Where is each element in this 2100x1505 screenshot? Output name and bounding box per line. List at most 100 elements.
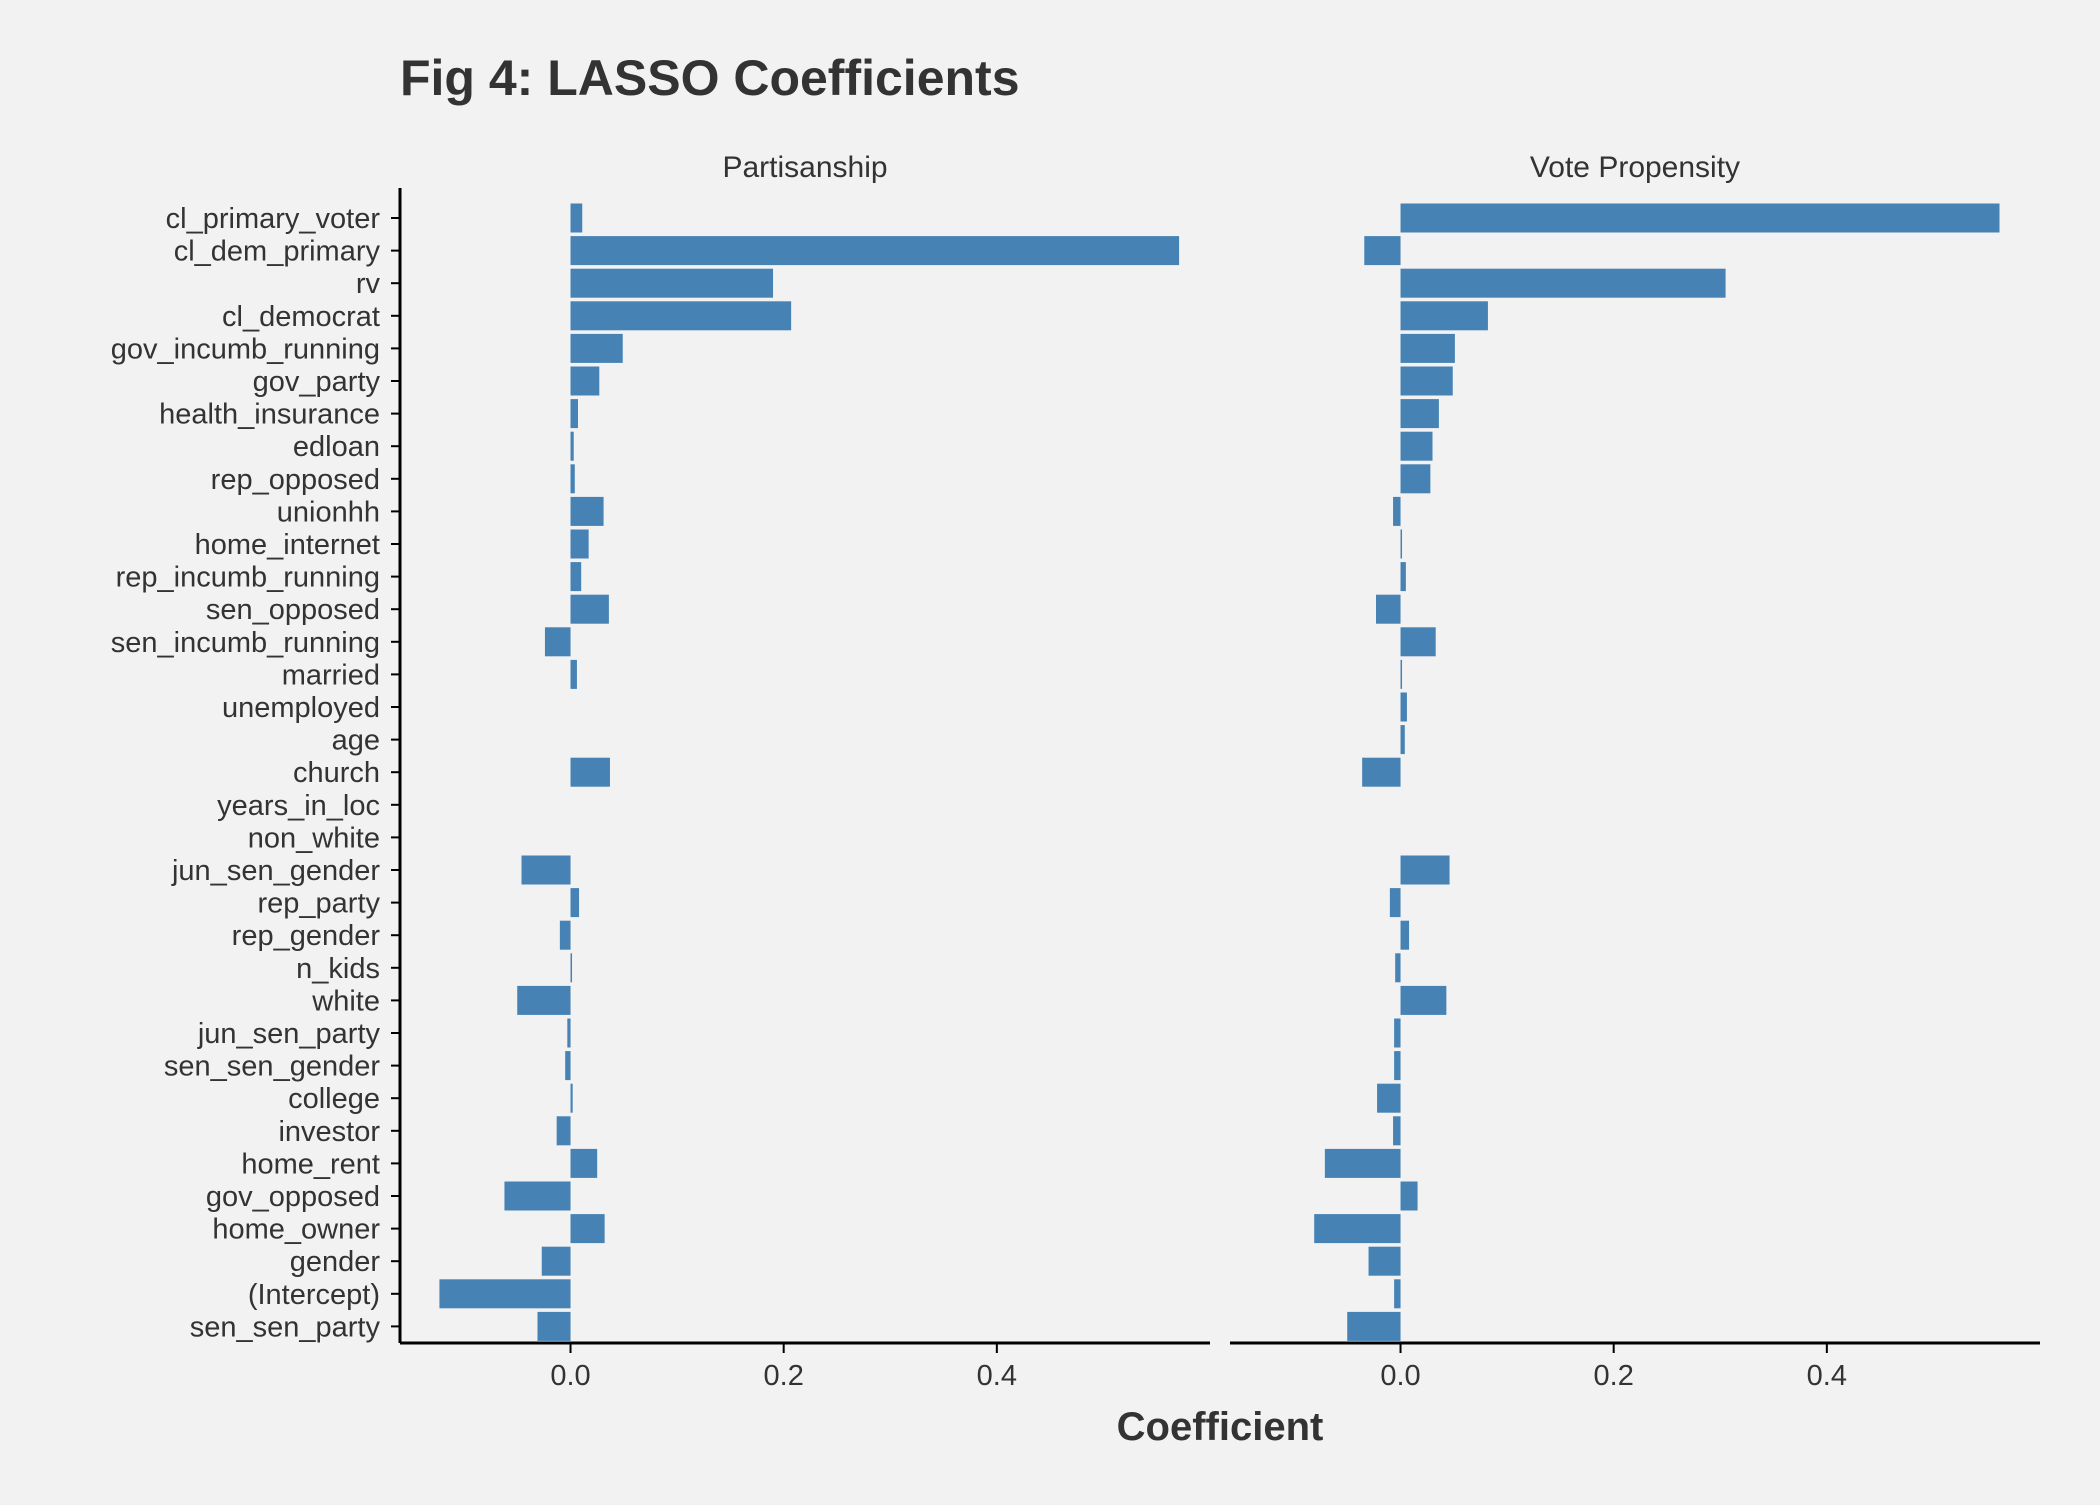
- bar: [1400, 333, 1455, 363]
- y-tick-label: sen_sen_gender: [164, 1051, 380, 1083]
- bar: [1364, 236, 1401, 266]
- chart-title: Fig 4: LASSO Coefficients: [400, 50, 1020, 106]
- bar: [1400, 203, 2000, 233]
- bar: [1376, 594, 1401, 624]
- y-tick-label: (Intercept): [248, 1279, 380, 1311]
- bar: [570, 366, 600, 396]
- bar: [1400, 301, 1488, 331]
- x-tick-label: 0.4: [977, 1360, 1017, 1392]
- bar: [1400, 1181, 1418, 1211]
- bar: [1394, 1051, 1401, 1081]
- y-tick-label: gov_party: [253, 366, 381, 398]
- y-tick-label: church: [293, 757, 380, 789]
- bar: [1400, 855, 1450, 885]
- y-tick-label: sen_opposed: [206, 594, 380, 626]
- y-tick-label: rv: [356, 268, 381, 300]
- bar: [1368, 1246, 1401, 1276]
- y-tick-label: unemployed: [222, 692, 380, 724]
- bar: [537, 1311, 571, 1341]
- y-tick-label: home_owner: [212, 1214, 380, 1246]
- bar: [504, 1181, 571, 1211]
- bar: [570, 236, 1180, 266]
- y-tick-label: rep_gender: [232, 920, 381, 952]
- y-tick-label: jun_sen_party: [197, 1018, 381, 1050]
- y-tick-label: home_internet: [195, 529, 380, 561]
- bar: [1400, 627, 1436, 657]
- bar: [1314, 1214, 1401, 1244]
- panel-title: Partisanship: [722, 151, 887, 184]
- y-tick-label: college: [288, 1083, 380, 1115]
- bar: [439, 1279, 571, 1309]
- y-tick-label: jun_sen_gender: [171, 855, 380, 887]
- panel-vote-propensity: Vote Propensity 0.0 0.2 0.4: [1230, 151, 2040, 1392]
- bar: [565, 1051, 571, 1081]
- bar: [570, 529, 589, 559]
- bar: [570, 594, 609, 624]
- y-tick-label: gender: [290, 1246, 381, 1278]
- bar: [570, 464, 575, 494]
- bar: [559, 920, 571, 950]
- bar: [1389, 888, 1401, 918]
- bar: [570, 659, 577, 689]
- bar: [1394, 1018, 1401, 1048]
- bar: [1400, 431, 1433, 461]
- bar: [1400, 985, 1447, 1015]
- bar: [1394, 1279, 1401, 1309]
- y-tick-label: sen_sen_party: [190, 1311, 381, 1343]
- bar: [1395, 953, 1401, 983]
- y-tick-label: n_kids: [296, 953, 380, 985]
- bar: [1400, 725, 1405, 755]
- y-tick-label: health_insurance: [159, 399, 380, 431]
- bar: [570, 1214, 605, 1244]
- bar: [570, 562, 582, 592]
- bar: [570, 333, 623, 363]
- bar: [1362, 757, 1401, 787]
- y-tick-label: rep_incumb_running: [116, 562, 380, 594]
- bar: [1393, 496, 1401, 526]
- bar: [556, 1116, 571, 1146]
- bar: [541, 1246, 571, 1276]
- bar: [570, 888, 580, 918]
- bar: [1400, 692, 1407, 722]
- y-tick-label: years_in_loc: [217, 790, 380, 822]
- bar: [1400, 529, 1403, 559]
- bar: [521, 855, 571, 885]
- bar: [544, 627, 571, 657]
- y-tick-label: age: [332, 725, 380, 757]
- x-tick-label: 0.0: [1380, 1360, 1420, 1392]
- bar: [570, 399, 578, 429]
- x-tick-label: 0.2: [764, 1360, 804, 1392]
- x-tick-label: 0.0: [550, 1360, 590, 1392]
- bar: [570, 496, 604, 526]
- x-tick-label: 0.4: [1807, 1360, 1847, 1392]
- panel-title: Vote Propensity: [1530, 151, 1740, 184]
- y-tick-label: rep_opposed: [211, 464, 380, 496]
- y-tick-label: married: [282, 659, 380, 691]
- y-tick-label: unionhh: [277, 496, 380, 528]
- bar: [517, 985, 571, 1015]
- y-tick-label: home_rent: [241, 1148, 380, 1180]
- bar: [570, 431, 574, 461]
- bar: [1324, 1148, 1401, 1178]
- y-axis-labels: cl_primary_votercl_dem_primaryrvcl_democ…: [111, 188, 402, 1343]
- bar: [570, 757, 610, 787]
- bar: [1400, 268, 1726, 298]
- y-tick-label: cl_primary_voter: [166, 203, 381, 235]
- y-tick-label: edloan: [293, 431, 380, 463]
- bar: [1377, 1083, 1401, 1113]
- x-tick-label: 0.2: [1594, 1360, 1634, 1392]
- bar: [1400, 399, 1439, 429]
- y-tick-label: cl_democrat: [222, 301, 380, 333]
- y-tick-label: sen_incumb_running: [111, 627, 380, 659]
- bar: [570, 203, 583, 233]
- bar: [1400, 659, 1403, 689]
- bar: [570, 1148, 598, 1178]
- bar: [570, 301, 792, 331]
- y-tick-label: non_white: [248, 822, 380, 854]
- panel-partisanship: Partisanship 0.0 0.2 0.4: [400, 151, 1210, 1392]
- y-tick-label: white: [311, 985, 380, 1017]
- bar: [1400, 366, 1453, 396]
- y-tick-label: investor: [278, 1116, 380, 1148]
